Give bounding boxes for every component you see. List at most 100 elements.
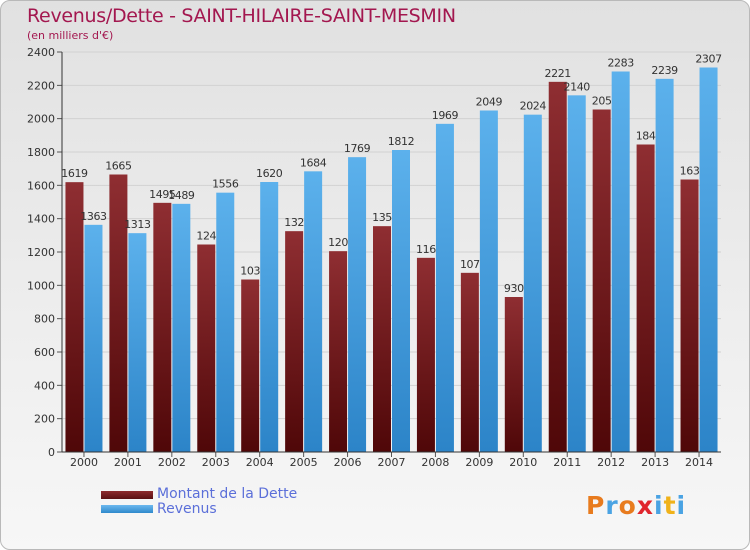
data-label-debt: 103 [240,265,260,278]
y-tick-label: 1200 [27,246,55,259]
data-label-revenue: 1620 [256,167,283,180]
data-label-debt: 107 [460,258,480,271]
bar-revenue [699,67,718,452]
bar-revenue [128,233,147,452]
bar-revenue [348,157,367,452]
legend-label-debt: Montant de la Dette [157,486,298,502]
y-tick-label: 2000 [27,113,55,126]
data-label-revenue: 1489 [168,189,195,202]
data-label-revenue: 1812 [388,135,414,148]
bar-debt [65,182,84,452]
data-label-debt: 163 [680,165,700,178]
data-label-revenue: 1769 [344,142,371,155]
x-tick-label: 2000 [70,456,98,469]
bar-debt [329,251,348,452]
y-tick-label: 1400 [27,213,55,226]
logo-letter: i [676,491,687,520]
bar-revenue [479,110,498,452]
y-tick-label: 800 [34,313,55,326]
bar-revenue [216,192,235,452]
x-tick-label: 2014 [685,456,713,469]
bar-debt [636,144,655,452]
x-tick-label: 2001 [114,456,142,469]
bar-debt [109,174,128,452]
x-tick-label: 2002 [158,456,186,469]
x-tick-label: 2010 [509,456,537,469]
legend-swatch-debt [101,491,153,499]
y-tick-label: 2400 [27,46,55,59]
legend-label-revenue: Revenus [157,501,217,517]
bar-debt [285,231,304,452]
data-label-revenue: 2283 [607,57,634,70]
x-tick-label: 2009 [465,456,493,469]
data-label-debt: 124 [196,230,216,243]
x-tick-label: 2005 [290,456,318,469]
x-tick-label: 2004 [246,456,274,469]
bar-revenue [84,224,103,452]
data-label-debt: 1495 [149,188,176,201]
data-label-revenue: 2049 [476,96,503,109]
chart-title: Revenus/Dette - SAINT-HILAIRE-SAINT-MESM… [27,5,456,27]
bar-debt [548,81,567,452]
x-tick-label: 2013 [641,456,669,469]
bar-revenue [392,150,410,452]
bar-debt [241,279,260,452]
proxiti-logo: Proxiti [586,491,686,520]
y-tick-label: 600 [34,346,55,359]
x-tick-label: 2012 [597,456,625,469]
bar-revenue [260,182,279,452]
logo-letter: o [618,491,637,520]
data-label-debt: 132 [284,216,304,229]
data-label-debt: 2221 [545,67,571,80]
logo-letter: x [636,491,654,520]
bar-debt [153,202,172,452]
y-tick-label: 1800 [27,146,55,159]
bar-revenue [172,203,191,452]
data-label-revenue: 1684 [300,156,327,169]
x-tick-label: 2008 [421,456,449,469]
data-label-debt: 930 [504,282,524,295]
data-label-revenue: 1556 [212,178,239,191]
data-label-debt: 135 [372,211,392,224]
chart-subtitle: (en milliers d'€) [27,29,114,42]
data-label-revenue: 2024 [520,100,547,113]
data-label-revenue: 2307 [695,53,722,66]
logo-letter: P [586,491,606,520]
y-tick-label: 1600 [27,179,55,192]
bar-revenue [435,123,454,452]
bar-debt [416,257,435,452]
data-label-debt: 205 [592,95,612,108]
y-tick-label: 2200 [27,79,55,92]
bar-revenue [611,71,630,452]
data-label-debt: 120 [328,236,348,249]
data-label-debt: 1619 [61,167,88,180]
data-label-debt: 184 [636,130,656,143]
logo-letter: i [654,491,664,520]
bar-debt [460,272,479,452]
logo-letter: r [605,491,619,520]
legend-swatch-revenue [101,505,153,513]
bar-revenue [304,171,323,453]
bar-revenue [655,78,674,452]
bar-debt [504,297,523,452]
bar-debt [373,226,391,452]
x-tick-label: 2011 [553,456,581,469]
bar-debt [197,244,216,452]
data-label-revenue: 1969 [432,109,459,122]
data-label-debt: 116 [416,243,436,256]
bar-revenue [523,114,542,453]
y-tick-label: 200 [34,413,55,426]
data-label-debt: 1665 [105,160,132,173]
data-label-revenue: 2239 [651,64,678,77]
logo-letter: t [663,491,677,520]
data-label-revenue: 1313 [124,218,151,231]
bar-revenue [567,95,586,452]
x-tick-label: 2007 [378,456,406,469]
bar-debt [680,179,699,452]
y-tick-label: 0 [48,446,55,459]
data-label-revenue: 1363 [80,210,107,223]
y-tick-label: 400 [34,379,55,392]
x-tick-label: 2003 [202,456,230,469]
